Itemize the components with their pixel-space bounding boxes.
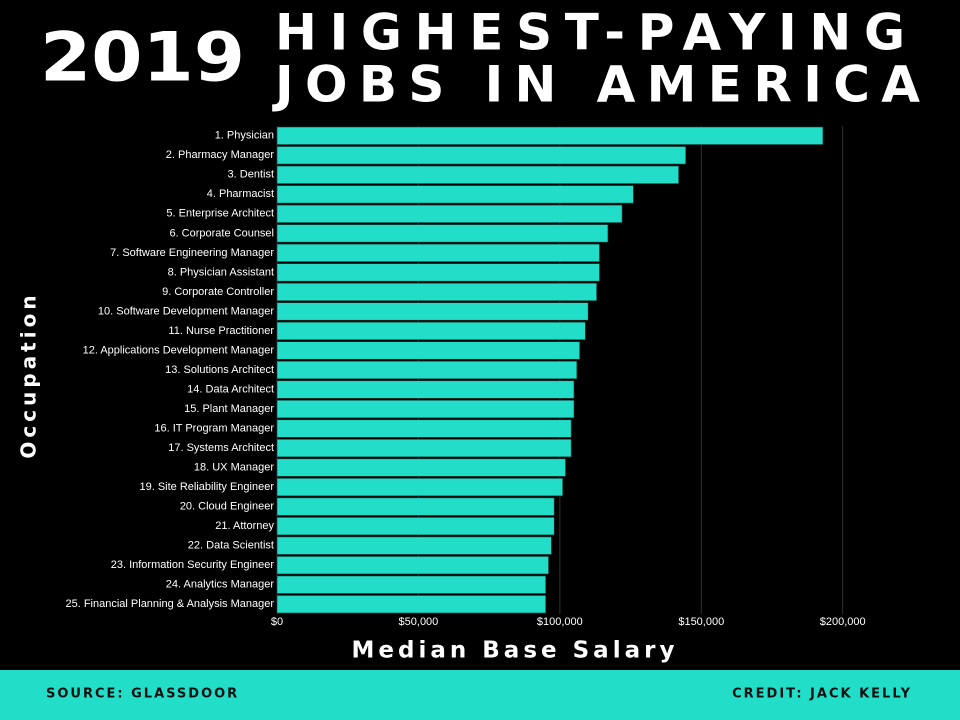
title-line: HIGHEST-PAYING [275, 4, 905, 62]
bar [276, 399, 575, 419]
bars [276, 126, 824, 614]
bar [276, 536, 552, 555]
footer-band [0, 670, 960, 720]
y-tick-label: 24. Analytics Manager [166, 579, 275, 591]
y-tick-label: 4. Pharmacist [207, 188, 274, 200]
y-tick-label: 7. Software Engineering Manager [110, 247, 274, 259]
x-tick-label: $100,000 [537, 616, 583, 628]
y-tick-label: 25. Financial Planning & Analysis Manage… [65, 598, 274, 610]
bar [276, 341, 580, 360]
bar [276, 517, 555, 536]
y-tick-label: 9. Corporate Controller [162, 286, 274, 298]
y-tick-label: 14. Data Architect [187, 383, 274, 395]
y-tick-label: 21. Attorney [215, 520, 274, 532]
bar [276, 204, 623, 223]
y-tick-label: 1. Physician [215, 130, 274, 142]
x-tick-label: $200,000 [820, 616, 866, 628]
bar [276, 165, 679, 184]
bar [276, 126, 824, 145]
bar [276, 302, 589, 321]
y-tick-label: 19. Site Reliability Engineer [139, 481, 274, 493]
bar [276, 185, 634, 204]
y-tick-label: 2. Pharmacy Manager [166, 149, 275, 161]
y-tick-label: 6. Corporate Counsel [169, 227, 274, 239]
bar [276, 575, 547, 594]
bar [276, 419, 572, 438]
y-tick-label: 11. Nurse Practitioner [168, 325, 274, 337]
y-tick-label: 5. Enterprise Architect [166, 208, 274, 220]
y-tick-label: 13. Solutions Architect [165, 364, 274, 376]
title-year: 2019 [40, 19, 245, 98]
bar [276, 478, 563, 497]
bar [276, 556, 549, 575]
y-tick-label: 12. Applications Development Manager [83, 344, 275, 356]
bar [276, 243, 600, 262]
y-tick-label: 3. Dentist [228, 169, 274, 181]
bar [276, 146, 687, 165]
x-axis-label: Median Base Salary [352, 638, 679, 664]
bar [276, 458, 566, 477]
y-axis-label: Occupation [17, 291, 41, 458]
y-tick-label: 8. Physician Assistant [168, 266, 274, 278]
bar [276, 224, 609, 243]
y-tick-label: 17. Systems Architect [168, 442, 274, 454]
footer-source: SOURCE: GLASSDOOR [46, 687, 239, 702]
y-tick-label: 16. IT Program Manager [154, 422, 274, 434]
bar [276, 497, 555, 516]
bar [276, 595, 547, 614]
bar [276, 360, 578, 380]
bar [276, 438, 572, 458]
y-tick-label: 10. Software Development Manager [98, 305, 274, 317]
y-tick-label: 20. Cloud Engineer [180, 501, 275, 513]
y-tick-label: 18. UX Manager [194, 462, 274, 474]
bar [276, 263, 600, 282]
bar [276, 380, 575, 399]
y-tick-label: 23. Information Security Engineer [111, 559, 275, 571]
y-tick-label: 15. Plant Manager [184, 403, 274, 415]
x-tick-label: $150,000 [678, 616, 724, 628]
x-tick-label: $0 [271, 616, 283, 628]
x-tick-label: $50,000 [399, 616, 439, 628]
bar [276, 321, 586, 341]
footer-credit: CREDIT: JACK KELLY [732, 687, 912, 702]
y-tick-label: 22. Data Scientist [188, 540, 274, 552]
title-line: JOBS IN AMERICA [272, 56, 920, 114]
bar [276, 282, 597, 302]
